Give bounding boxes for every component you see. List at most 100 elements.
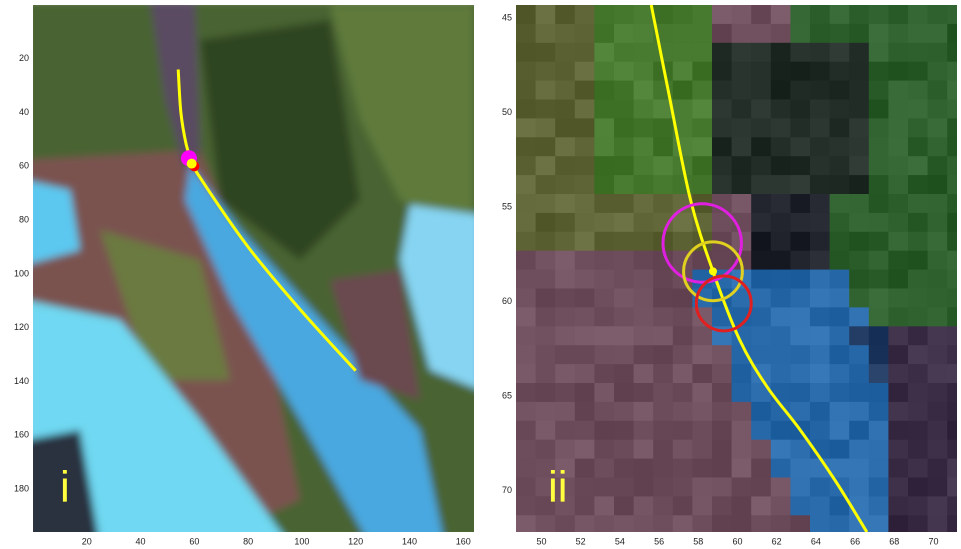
pixel xyxy=(575,307,595,327)
pixel xyxy=(653,326,673,346)
pixel xyxy=(555,156,575,176)
pixel xyxy=(732,496,752,516)
pixel xyxy=(634,81,654,101)
pixel xyxy=(692,496,712,516)
pixel xyxy=(692,100,712,120)
pixel xyxy=(536,81,556,101)
pixel xyxy=(947,137,961,157)
pixel xyxy=(771,270,791,290)
pixel xyxy=(771,213,791,233)
pixel xyxy=(849,440,869,460)
pixel xyxy=(888,270,908,290)
pixel xyxy=(888,62,908,81)
pixel xyxy=(594,100,614,120)
pixel xyxy=(849,43,869,63)
pixel xyxy=(653,421,673,441)
pixel xyxy=(692,81,712,101)
pixel xyxy=(947,459,961,479)
pixel xyxy=(771,459,791,479)
pixel xyxy=(830,62,850,81)
pixel xyxy=(947,43,961,63)
pixel xyxy=(751,137,771,157)
pixel xyxy=(712,478,732,498)
pixel xyxy=(869,232,889,252)
pixel xyxy=(536,232,556,252)
pixel xyxy=(810,156,830,176)
pixel xyxy=(908,175,928,195)
pixel xyxy=(830,307,850,327)
pixel xyxy=(516,137,536,157)
pixel xyxy=(575,232,595,252)
pixel xyxy=(555,118,575,137)
pixel xyxy=(634,62,654,81)
pixel xyxy=(888,118,908,137)
pixel xyxy=(908,326,928,346)
pixel xyxy=(928,515,948,535)
pixel xyxy=(614,364,634,384)
pixel xyxy=(516,402,536,422)
pixel xyxy=(594,24,614,44)
pixel xyxy=(555,345,575,365)
pixel xyxy=(516,364,536,384)
pixel xyxy=(947,251,961,271)
pixel xyxy=(614,5,634,25)
pixel xyxy=(849,100,869,120)
pixel xyxy=(830,364,850,384)
pixel xyxy=(751,496,771,516)
pixel xyxy=(908,364,928,384)
pixel xyxy=(771,478,791,498)
pixel xyxy=(594,81,614,101)
pixel xyxy=(594,307,614,327)
pixel xyxy=(790,307,810,327)
y-tick-label: 45 xyxy=(502,13,512,23)
pixel xyxy=(888,383,908,403)
pixel xyxy=(594,194,614,214)
pixel xyxy=(830,118,850,137)
pixel xyxy=(692,326,712,346)
pixel xyxy=(928,43,948,63)
pixel xyxy=(516,43,536,63)
pixel xyxy=(712,251,732,271)
pixel xyxy=(790,440,810,460)
x-tick-label: 60 xyxy=(189,536,199,546)
pixel xyxy=(849,326,869,346)
pixel xyxy=(653,383,673,403)
pixel xyxy=(653,5,673,25)
pixel xyxy=(771,515,791,535)
pixel xyxy=(555,62,575,81)
pixel xyxy=(712,100,732,120)
pixel xyxy=(771,118,791,137)
x-tick-label: 58 xyxy=(693,536,703,546)
pixel xyxy=(614,81,634,101)
pixel xyxy=(849,81,869,101)
pixel xyxy=(790,24,810,44)
pixel xyxy=(751,270,771,290)
x-tick-label: 52 xyxy=(576,536,586,546)
pixel xyxy=(673,5,693,25)
pixel xyxy=(732,194,752,214)
pixel xyxy=(849,213,869,233)
pixel xyxy=(732,24,752,44)
pixel xyxy=(928,5,948,25)
pixel xyxy=(673,515,693,535)
x-tick-label: 64 xyxy=(811,536,821,546)
pixel xyxy=(555,307,575,327)
pixel xyxy=(849,270,869,290)
pixel xyxy=(928,478,948,498)
pixel xyxy=(732,81,752,101)
pixel xyxy=(712,364,732,384)
pixel xyxy=(869,421,889,441)
pixel xyxy=(849,289,869,309)
pixel xyxy=(536,251,556,271)
pixel xyxy=(908,137,928,157)
pixel xyxy=(673,81,693,101)
pixel xyxy=(516,194,536,214)
y-tick-label: 65 xyxy=(502,390,512,400)
pixel xyxy=(771,100,791,120)
pixel xyxy=(771,5,791,25)
pixel xyxy=(536,24,556,44)
pixel xyxy=(712,81,732,101)
pixel xyxy=(908,43,928,63)
pixel xyxy=(751,289,771,309)
pixel xyxy=(673,496,693,516)
